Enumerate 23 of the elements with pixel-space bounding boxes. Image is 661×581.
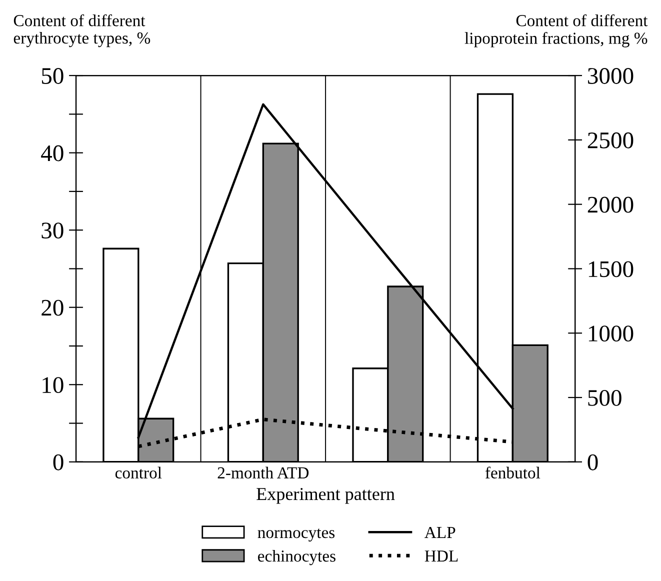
- y2-axis-title: Content of different lipoprotein fractions, mg %: [464, 14, 648, 48]
- x-axis-title: Experiment pattern: [256, 488, 395, 504]
- y2-tick-label: 0: [588, 454, 598, 470]
- x-tick-label: control: [115, 466, 162, 478]
- y-tick-label: 40: [41, 145, 64, 162]
- legend-label: ALP: [424, 526, 456, 538]
- x-tick-label: 2-month ATD: [218, 466, 309, 478]
- y-axis-title: Content of different erythrocyte types, %: [14, 14, 150, 48]
- y-tick-label: 50: [42, 68, 64, 84]
- y-tick-label: 20: [42, 300, 64, 316]
- y-tick-label: 30: [42, 222, 64, 238]
- y2-tick-label: 1000: [588, 326, 634, 342]
- legend-label: normocytes: [258, 528, 335, 542]
- y-tick-label: 0: [53, 454, 64, 470]
- legend-label: HDL: [424, 550, 458, 562]
- legend-label: echinocytes: [258, 550, 336, 566]
- y2-tick-label: 2500: [588, 132, 634, 148]
- x-tick-label: fenbutol: [485, 466, 540, 478]
- y-tick-label: 10: [42, 377, 64, 394]
- y2-tick-label: 2000: [588, 196, 634, 213]
- y2-tick-label: 500: [588, 390, 622, 406]
- y2-tick-label: 3000: [588, 68, 634, 84]
- y2-tick-label: 1500: [588, 261, 634, 278]
